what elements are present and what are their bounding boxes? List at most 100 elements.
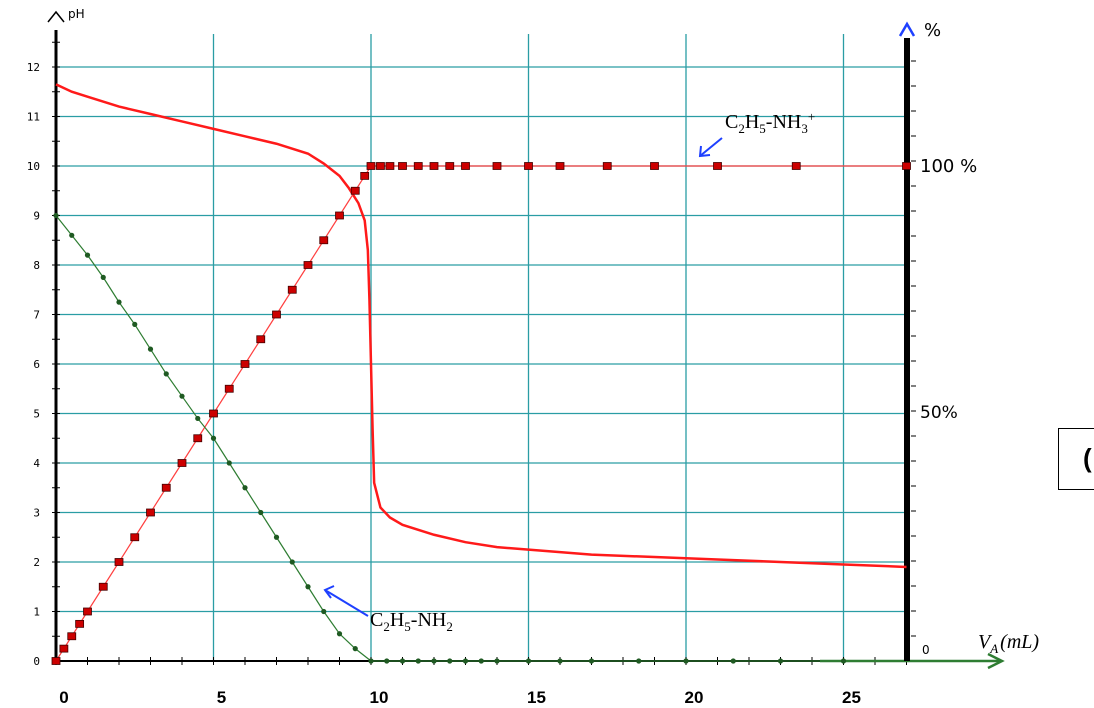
base-form-point bbox=[321, 608, 327, 615]
acid-form-point bbox=[67, 632, 77, 641]
acid-form-arrowhead bbox=[698, 145, 711, 158]
side-box: ( bbox=[1058, 428, 1094, 490]
y-tick-label: 1 bbox=[33, 606, 40, 619]
acid-form-point bbox=[256, 335, 266, 344]
acid-form-point bbox=[319, 236, 329, 245]
base-form-point bbox=[478, 658, 484, 664]
acid-form-point bbox=[413, 162, 423, 170]
right-tick-label: 50% bbox=[920, 403, 958, 423]
acid-form-label: C2H5-NH3+ bbox=[725, 109, 815, 136]
acid-form-point bbox=[902, 162, 911, 170]
acid-form-point bbox=[555, 162, 565, 170]
base-form-point bbox=[69, 232, 75, 238]
acid-form-point bbox=[177, 459, 187, 467]
y-tick-label: 12 bbox=[27, 61, 40, 74]
base-form-point bbox=[84, 252, 91, 258]
base-form-point bbox=[195, 415, 201, 422]
left-axis-arrow bbox=[47, 10, 65, 23]
base-form-point bbox=[415, 658, 421, 664]
y-tick-label: 5 bbox=[33, 408, 40, 421]
base-form-point bbox=[336, 631, 343, 637]
acid-form-point bbox=[224, 384, 234, 393]
acid-form-point bbox=[83, 607, 92, 616]
base-form-point bbox=[636, 658, 642, 664]
acid-form-point bbox=[429, 162, 439, 170]
x-tick-label: 15 bbox=[527, 688, 546, 707]
x-tick-label: 0 bbox=[59, 688, 68, 707]
base-form-point bbox=[258, 509, 264, 516]
y-tick-label: 4 bbox=[33, 457, 40, 470]
base-form-point bbox=[147, 346, 154, 352]
x-tick-label: 20 bbox=[685, 688, 704, 707]
base-form-point bbox=[132, 321, 138, 327]
base-form-point bbox=[525, 658, 532, 664]
acid-form-point bbox=[492, 162, 502, 170]
acid-form-point bbox=[240, 360, 250, 368]
acid-form-point bbox=[602, 162, 612, 170]
x-tick-label: 5 bbox=[217, 688, 226, 707]
base-form-point bbox=[210, 435, 217, 441]
acid-form-point bbox=[360, 171, 370, 180]
base-form-point bbox=[289, 559, 295, 565]
acid-form-point bbox=[713, 162, 722, 170]
acid-form-point bbox=[445, 162, 455, 170]
right-axis-label: % bbox=[924, 20, 941, 41]
grid-lines bbox=[52, 34, 916, 665]
acid-form-point bbox=[287, 285, 297, 294]
base-form-point bbox=[494, 658, 500, 664]
acid-form-point bbox=[524, 162, 533, 170]
y-tick-label: 9 bbox=[33, 210, 40, 223]
base-form-arrow bbox=[324, 589, 369, 617]
acid-form-point bbox=[385, 162, 395, 170]
base-form-point bbox=[557, 658, 563, 664]
right-axis-arrow bbox=[898, 21, 916, 37]
base-form-point bbox=[53, 212, 59, 219]
base-form-point bbox=[368, 658, 374, 664]
y-tick-label: 8 bbox=[33, 259, 40, 272]
acid-form-point bbox=[272, 310, 281, 319]
base-form-point bbox=[683, 658, 689, 664]
right-tick-labels: 0 50% 100 % bbox=[920, 156, 977, 657]
base-form-point bbox=[305, 584, 311, 590]
axes bbox=[47, 10, 1005, 670]
y-tick-label: 11 bbox=[27, 111, 40, 124]
acid-form-point bbox=[98, 582, 108, 591]
acid-form-point bbox=[146, 508, 155, 517]
x-tick-label: 25 bbox=[842, 688, 861, 707]
ph-curve bbox=[55, 83, 907, 569]
acid-form-point bbox=[366, 162, 376, 170]
acid-form-point bbox=[114, 558, 124, 566]
y-tick-label: 7 bbox=[33, 309, 40, 322]
base-form-point bbox=[462, 658, 469, 664]
base-form-point bbox=[163, 371, 169, 377]
acid-form-point bbox=[59, 644, 69, 653]
base-form-point bbox=[273, 534, 280, 540]
base-form-point bbox=[116, 299, 122, 305]
base-form-point bbox=[399, 658, 406, 664]
left-axis-label: pH bbox=[68, 7, 85, 21]
acid-form-point bbox=[303, 261, 313, 269]
base-form-label: C2H5-NH2 bbox=[370, 609, 453, 634]
acid-form-point bbox=[791, 162, 801, 170]
y-tick-label: 6 bbox=[33, 358, 40, 371]
acid-form-point bbox=[398, 162, 407, 170]
acid-form-point bbox=[350, 186, 360, 195]
acid-form-point bbox=[75, 619, 85, 628]
y-tick-label: 10 bbox=[27, 160, 40, 173]
base-form-point bbox=[431, 658, 437, 664]
x-tick-label: 10 bbox=[370, 688, 389, 707]
acid-form-arrow bbox=[699, 137, 723, 157]
base-form-point bbox=[730, 658, 736, 664]
bottom-axis-arrow bbox=[987, 652, 1005, 670]
base-form-arrowhead bbox=[323, 585, 335, 599]
acid-form-point bbox=[130, 533, 140, 542]
acid-form-point bbox=[650, 162, 659, 170]
x-axis-label: VA (mL) bbox=[978, 631, 1039, 656]
acid-form-point bbox=[161, 483, 171, 492]
y-tick-label: 0 bbox=[33, 655, 40, 668]
y-tick-label: 3 bbox=[33, 507, 40, 520]
acid-form-point bbox=[376, 162, 385, 170]
base-form-line bbox=[55, 215, 844, 662]
